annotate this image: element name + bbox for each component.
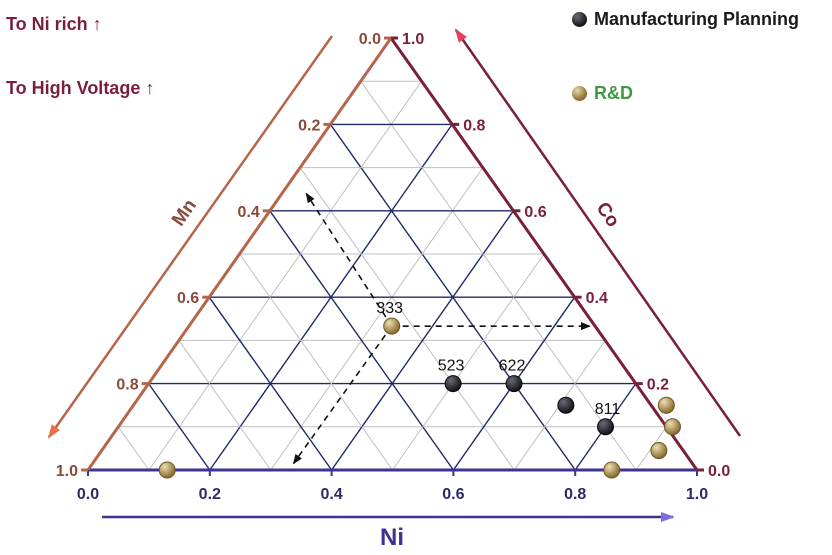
tick-label-co: 1.0 [402, 31, 424, 48]
tick-label-co: 0.0 [708, 463, 730, 480]
grid-line-mn [117, 426, 150, 471]
tick-label-ni: 0.2 [199, 486, 221, 503]
grid-line-ni [392, 253, 545, 471]
guide-to-ni [292, 325, 393, 465]
legend-manufacturing-label: Manufacturing Planning [594, 9, 799, 29]
tick-label-ni: 0.6 [442, 486, 464, 503]
point-label: 622 [499, 358, 526, 375]
tick-label-mn: 0.0 [359, 31, 381, 48]
tick-label-mn: 1.0 [56, 463, 78, 480]
grid-line-ni [148, 80, 423, 471]
rnd-point [383, 317, 401, 335]
tick-label-co: 0.6 [524, 204, 546, 221]
edge-mn [86, 37, 393, 471]
axis-label-ni: Ni [380, 524, 404, 551]
axis-arrow-co [454, 28, 742, 437]
axis-arrow-mn [47, 35, 334, 439]
point-label: 811 [595, 401, 621, 418]
manufacturing-point [597, 418, 614, 436]
axis-label-co: Co [592, 198, 624, 231]
point-label: 333 [376, 300, 403, 317]
rnd-point [158, 461, 176, 479]
legend-rnd-marker [572, 86, 587, 101]
guide-to-mn [305, 192, 393, 327]
tick-label-co: 0.8 [463, 117, 485, 134]
rnd-point [663, 418, 681, 436]
legend-manufacturing: Manufacturing Planning [572, 9, 799, 30]
manufacturing-point [505, 375, 523, 393]
tick-label-ni: 0.0 [77, 486, 99, 503]
tick-label-co: 0.4 [586, 290, 608, 307]
tick-label-mn: 0.8 [116, 377, 138, 394]
grid-line-mn [239, 253, 393, 471]
grid-line-mn [148, 383, 211, 471]
grid-line-ni [270, 167, 484, 471]
rnd-point [657, 396, 675, 414]
tick-label-mn: 0.2 [298, 117, 320, 134]
legend-manufacturing-marker [572, 12, 587, 27]
ni-rich-note: To Ni rich ↑ [6, 14, 102, 34]
tick-label-ni: 0.4 [320, 486, 342, 503]
tick-label-ni: 1.0 [686, 486, 708, 503]
tick-label-co: 0.2 [647, 377, 669, 394]
grid-line-mn [208, 296, 333, 471]
grid-line-mn [360, 80, 637, 471]
point-label: 523 [438, 358, 465, 375]
grid-line-mn [299, 167, 515, 471]
manufacturing-point [557, 396, 575, 414]
axis-label-mn: Mn [168, 196, 201, 231]
tick-label-mn: 0.4 [238, 204, 260, 221]
legend-rnd: R&D [572, 83, 633, 104]
rnd-point [650, 442, 668, 460]
tick-label-ni: 0.8 [564, 486, 586, 503]
manufacturing-point [444, 375, 462, 393]
legend-rnd-label: R&D [594, 83, 633, 103]
tick-label-mn: 0.6 [177, 290, 199, 307]
rnd-point [603, 461, 621, 479]
edge-co [389, 37, 699, 471]
high-voltage-note: To High Voltage ↑ [6, 78, 155, 98]
grid-line-mn [178, 340, 272, 471]
